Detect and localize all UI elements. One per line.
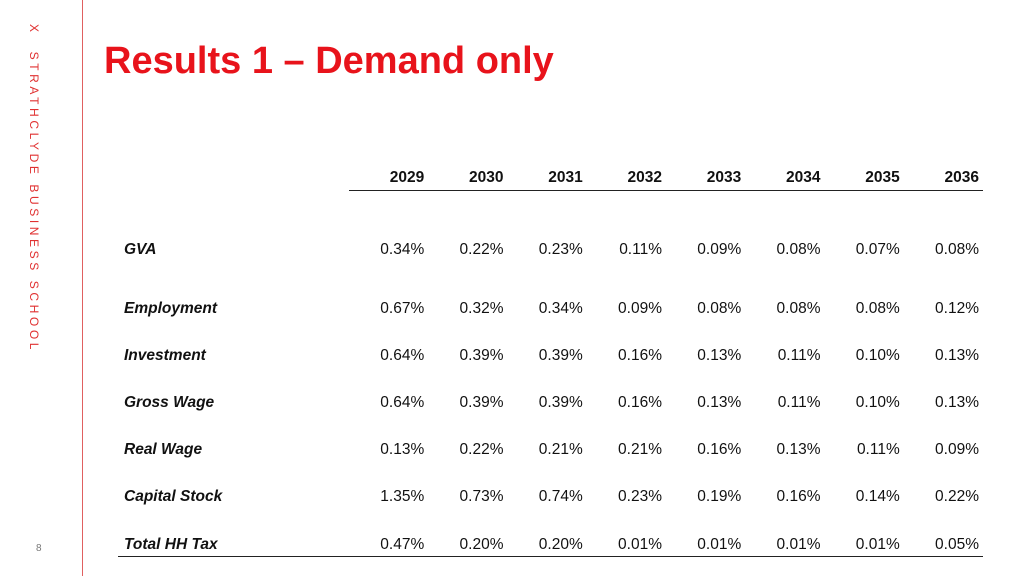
value-cell: 0.21% xyxy=(538,440,583,458)
value-cell: 0.09% xyxy=(935,440,979,458)
slide-title: Results 1 – Demand only xyxy=(104,40,554,82)
value-cell: 0.16% xyxy=(618,393,662,411)
value-cell: 0.10% xyxy=(855,393,900,411)
value-cell: 0.23% xyxy=(618,487,662,505)
value-cell: 0.11% xyxy=(777,393,821,411)
results-body: GVA 0.34% 0.22% 0.23% 0.11% 0.09% 0.08% 0.07% 0.… xyxy=(118,191,983,557)
value-cell: 0.01% xyxy=(666,520,746,557)
school-name: STRATHCLYDE BUSINESS SCHOOL xyxy=(27,51,41,354)
table-row: GVA 0.34% 0.22% 0.23% 0.11% 0.09% 0.08% 0.07% 0.… xyxy=(118,191,983,286)
value-cell: 0.13% xyxy=(776,440,821,458)
results-table: 2029 2030 2031 2032 2033 2034 2035 2036 … xyxy=(118,166,983,557)
value-cell: 0.34% xyxy=(380,241,425,258)
value-cell: 0.13% xyxy=(935,393,979,411)
value-cell: 0.20% xyxy=(428,520,508,557)
value-cell: 0.64% xyxy=(380,346,425,364)
value-cell: 0.08% xyxy=(855,299,900,317)
value-cell: 0.13% xyxy=(380,440,425,458)
school-branding: X STRATHCLYDE BUSINESS SCHOOL xyxy=(27,24,41,353)
value-cell: 0.74% xyxy=(538,487,583,505)
header-row: 2029 2030 2031 2032 2033 2034 2035 2036 xyxy=(118,166,983,191)
value-cell: 0.09% xyxy=(618,299,662,317)
value-cell: 0.16% xyxy=(618,346,662,364)
year-header: 2029 xyxy=(349,166,429,191)
year-header: 2036 xyxy=(903,166,983,191)
table-row: Gross Wage 0.64% 0.39% 0.39% 0.16% 0.13% 0.11%… xyxy=(118,379,983,426)
value-cell: 0.21% xyxy=(618,440,662,458)
row-label: GVA xyxy=(124,240,157,258)
year-header: 2033 xyxy=(666,166,746,191)
value-cell: 0.11% xyxy=(856,440,900,458)
value-cell: 0.08% xyxy=(935,241,979,258)
value-cell: 0.13% xyxy=(697,346,742,364)
year-header: 2030 xyxy=(428,166,508,191)
value-cell: 0.08% xyxy=(776,241,821,258)
year-header: 2032 xyxy=(586,166,666,191)
table-row: Employment 0.67% 0.32% 0.34% 0.09% 0.08% 0.08%… xyxy=(118,285,983,332)
value-cell: 0.39% xyxy=(538,346,583,364)
value-cell: 0.20% xyxy=(507,520,587,557)
table-row: Capital Stock 1.35% 0.73% 0.74% 0.23% 0.19% 0.… xyxy=(118,473,983,520)
value-cell: 0.01% xyxy=(586,520,666,557)
value-cell: 0.01% xyxy=(745,520,825,557)
value-cell: 0.19% xyxy=(697,487,742,505)
value-cell: 0.67% xyxy=(380,299,425,317)
value-cell: 0.16% xyxy=(697,440,742,458)
table-row: Investment 0.64% 0.39% 0.39% 0.16% 0.13% 0.11%… xyxy=(118,332,983,379)
value-cell: 0.34% xyxy=(538,299,583,317)
value-cell: 0.11% xyxy=(777,346,821,364)
value-cell: 0.12% xyxy=(935,299,979,317)
value-cell: 0.22% xyxy=(935,487,979,505)
value-cell: 0.05% xyxy=(903,520,983,557)
value-cell: 0.39% xyxy=(459,346,504,364)
value-cell: 0.13% xyxy=(935,346,979,364)
row-label: Real Wage xyxy=(124,440,203,458)
value-cell: 0.23% xyxy=(538,241,583,258)
value-cell: 0.07% xyxy=(855,241,900,258)
row-label: Total HH Tax xyxy=(118,520,349,557)
sidebar-divider xyxy=(82,0,83,576)
value-cell: 0.39% xyxy=(459,393,504,411)
value-cell: 0.01% xyxy=(824,520,904,557)
value-cell: 0.32% xyxy=(459,299,504,317)
value-cell: 0.14% xyxy=(855,487,900,505)
value-cell: 0.22% xyxy=(459,440,504,458)
header-blank-cell xyxy=(118,166,349,191)
value-cell: 0.13% xyxy=(697,393,742,411)
page-number: 8 xyxy=(36,543,42,554)
value-cell: 1.35% xyxy=(380,487,425,505)
row-label: Investment xyxy=(124,346,206,364)
value-cell: 0.08% xyxy=(697,299,742,317)
brand-x-mark: X xyxy=(27,24,41,36)
value-cell: 0.10% xyxy=(855,346,900,364)
value-cell: 0.39% xyxy=(538,393,583,411)
value-cell: 0.47% xyxy=(349,520,429,557)
value-cell: 0.09% xyxy=(697,241,742,258)
table-row: Total HH Tax 0.47% 0.20% 0.20% 0.01% 0.01% 0.0… xyxy=(118,520,983,557)
row-label: Employment xyxy=(124,299,218,317)
row-label: Capital Stock xyxy=(124,487,223,505)
table-row: Real Wage 0.13% 0.22% 0.21% 0.21% 0.16% 0.13% 0… xyxy=(118,426,983,473)
value-cell: 0.64% xyxy=(380,393,425,411)
value-cell: 0.11% xyxy=(619,241,662,258)
year-header: 2034 xyxy=(745,166,825,191)
row-label: Gross Wage xyxy=(124,393,215,411)
year-header: 2035 xyxy=(824,166,904,191)
year-header: 2031 xyxy=(507,166,587,191)
value-cell: 0.16% xyxy=(776,487,821,505)
value-cell: 0.73% xyxy=(459,487,504,505)
value-cell: 0.08% xyxy=(776,299,821,317)
value-cell: 0.22% xyxy=(459,241,504,258)
